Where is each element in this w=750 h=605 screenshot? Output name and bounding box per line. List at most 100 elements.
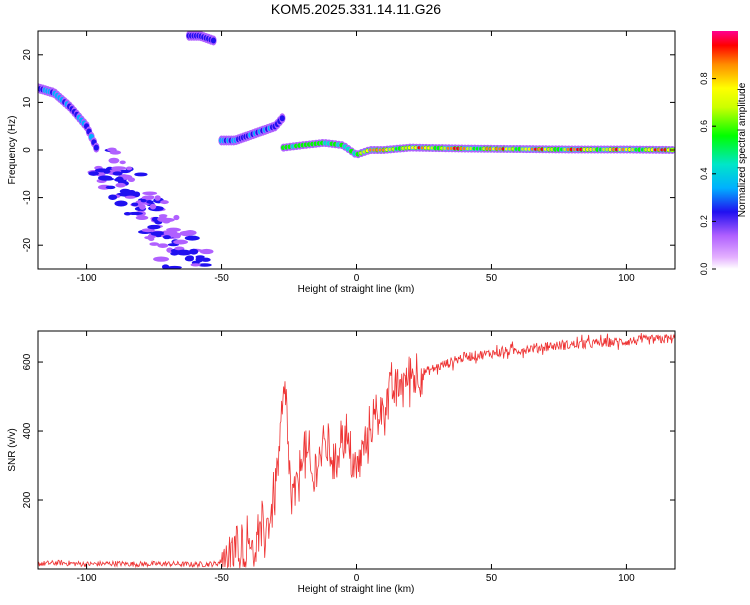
heat-cell (199, 248, 214, 255)
heat-cell (93, 144, 99, 151)
y-tick-label: 10 (22, 96, 33, 108)
heat-cell (160, 200, 169, 205)
heat-cell (97, 175, 113, 181)
heat-cell (153, 256, 170, 262)
x-tick-label: -100 (77, 273, 97, 284)
heat-cell (145, 195, 155, 199)
heat-cell (134, 172, 148, 177)
heat-cell (109, 150, 122, 155)
x-tick-label: 0 (354, 273, 360, 284)
heat-cell (141, 228, 155, 233)
y-tick-label: 0 (22, 147, 33, 153)
x-tick-label: 100 (618, 573, 635, 584)
heat-cell (185, 255, 194, 260)
colorbar-tick-label: 0.8 (699, 72, 709, 85)
x-tick-label: -50 (214, 573, 229, 584)
x-tick-label: -100 (77, 573, 97, 584)
colorbar-tick-label: 0.2 (699, 215, 709, 228)
heat-cell (167, 265, 182, 269)
y-tick-label: 20 (22, 49, 33, 61)
heat-cell (139, 204, 146, 210)
heat-cell (108, 157, 120, 164)
heat-cell (120, 174, 128, 178)
snr-ylabel: SNR (v/v) (7, 428, 18, 471)
x-tick-label: -50 (214, 273, 229, 284)
heat-cell (157, 216, 168, 222)
heat-cell (88, 171, 100, 176)
heat-cell (148, 236, 155, 241)
y-tick-label: 600 (22, 353, 33, 370)
heat-cell (150, 231, 167, 237)
snr-series-line (38, 332, 675, 569)
heat-cell (174, 246, 185, 251)
ridge-descending-streak (38, 83, 100, 153)
colorbar-tick-label: 0.4 (699, 168, 709, 181)
heat-cell (140, 199, 147, 203)
y-tick-label: 200 (22, 491, 33, 508)
x-tick-label: 50 (486, 573, 498, 584)
heat-cell (173, 214, 180, 221)
ridge-upper-fragment (185, 31, 217, 46)
ridge-main-trace (280, 139, 675, 159)
snr-plot-area (38, 331, 675, 569)
heat-cell (103, 169, 111, 174)
heat-cell (108, 194, 118, 200)
chart-title: KOM5.2025.331.14.11.G26 (271, 1, 441, 17)
heat-cell (149, 203, 157, 210)
y-tick-label: 400 (22, 422, 33, 439)
colorbar-tick-label: 0.0 (699, 263, 709, 276)
ridge-scattered-echoes (87, 147, 214, 269)
snr-xlabel: Height of straight line (km) (298, 584, 415, 595)
heat-cell (183, 230, 197, 236)
heat-cell (124, 195, 136, 199)
y-tick-label: -20 (22, 238, 33, 253)
heat-cell (173, 239, 189, 245)
x-tick-label: 0 (354, 573, 360, 584)
heat-cell (175, 249, 192, 256)
spectrogram-ylabel: Frequency (Hz) (7, 116, 18, 185)
heat-cell (195, 256, 204, 263)
colorbar-label: Normalized spectral amplitude (737, 82, 748, 217)
heat-cell (126, 166, 133, 171)
heat-cell (127, 211, 143, 216)
heat-cell (149, 242, 160, 246)
heat-cell (147, 224, 161, 230)
heat-cell (161, 264, 170, 269)
heat-cell (190, 263, 201, 267)
heat-cell (210, 37, 217, 44)
heat-cell (184, 235, 200, 241)
heat-cell (115, 182, 126, 188)
heat-cell (200, 257, 211, 262)
snr-series-clip (38, 332, 675, 569)
colorbar-ticks: 0.0 0.2 0.4 0.6 0.8 (699, 72, 716, 275)
heat-cell (279, 115, 285, 122)
colorbar-gradient (712, 31, 738, 269)
ridge-transition-block (218, 113, 286, 146)
heat-cell (189, 248, 199, 255)
spectrogram-layer (38, 31, 675, 269)
heat-cell (162, 235, 171, 240)
colorbar: 0.0 0.2 0.4 0.6 0.8 Normalized spectral ampl… (699, 31, 748, 275)
colorbar-tick-label: 0.6 (699, 120, 709, 133)
heat-cell (135, 215, 149, 220)
heat-cell (146, 200, 154, 204)
heat-cell (114, 200, 128, 207)
heat-cell (197, 263, 212, 267)
heat-cell (112, 171, 123, 176)
snr-ticks: -100 -50 0 50 100 200 400 600 (22, 331, 675, 584)
snr-panel: -100 -50 0 50 100 200 400 600 Height of straigh… (7, 330, 676, 595)
heat-cell (119, 160, 126, 165)
heat-cell (111, 166, 127, 171)
heat-cell (105, 185, 116, 190)
x-tick-label: 50 (486, 273, 498, 284)
heat-cell (154, 195, 161, 201)
y-tick-label: -10 (22, 190, 33, 205)
heat-cell (131, 202, 139, 207)
spectrogram-xlabel: Height of straight line (km) (298, 284, 415, 295)
heat-cell (157, 243, 169, 248)
x-tick-label: 100 (618, 273, 635, 284)
